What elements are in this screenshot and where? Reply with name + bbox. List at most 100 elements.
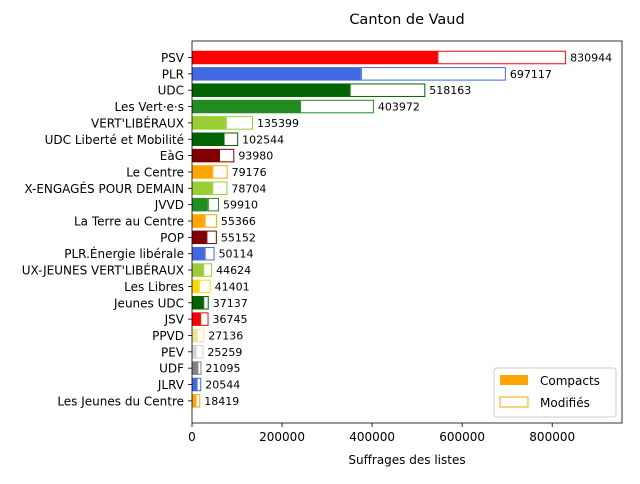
bar-compact-9 — [192, 197, 208, 212]
bar-compact-4 — [192, 116, 226, 130]
y-tick-label-6: EàG — [160, 149, 184, 163]
y-tick-label-2: UDC — [158, 84, 184, 98]
bar-modified-6 — [219, 148, 235, 163]
bar-compact-10 — [192, 214, 205, 228]
value-label-21: 18419 — [204, 395, 239, 408]
y-tick-label-19: UDF — [159, 362, 184, 376]
bar-compact-13 — [192, 263, 204, 277]
value-label-2: 518163 — [429, 84, 471, 97]
bar-modified-18 — [195, 345, 204, 359]
y-tick-label-1: PLR — [162, 67, 184, 81]
y-tick-label-20: JLRV — [157, 378, 185, 392]
bar-compact-1 — [192, 67, 361, 81]
x-tick-label-4: 800000 — [529, 430, 575, 444]
bar-modified-17 — [196, 328, 205, 343]
bar-modified-10 — [204, 214, 217, 228]
x-tick-label-2: 400000 — [349, 430, 395, 444]
y-tick-label-7: Le Centre — [126, 165, 184, 179]
bar-modified-9 — [207, 197, 219, 212]
value-label-1: 697117 — [510, 68, 552, 81]
bar-compact-3 — [192, 99, 301, 114]
value-label-14: 41401 — [215, 280, 250, 293]
value-label-20: 20544 — [205, 379, 240, 392]
y-tick-label-0: PSV — [161, 51, 185, 65]
legend-label-modifies: Modifiés — [540, 396, 590, 410]
value-label-19: 21095 — [205, 362, 240, 375]
y-tick-label-14: Les Libres — [124, 280, 184, 294]
x-tick-label-0: 0 — [188, 430, 196, 444]
value-label-8: 78704 — [231, 182, 266, 195]
value-label-5: 102544 — [242, 133, 284, 146]
bar-compact-20 — [192, 377, 197, 392]
bar-compact-14 — [192, 279, 199, 294]
bar-modified-15 — [203, 296, 209, 310]
y-tick-label-9: JVVD — [154, 198, 184, 212]
value-label-10: 55366 — [221, 215, 256, 228]
bar-modified-4 — [225, 116, 253, 130]
y-tick-label-3: Les Vert·e·s — [115, 100, 185, 114]
legend-label-compacts: Compacts — [540, 374, 600, 388]
legend-swatch-modifies — [499, 396, 529, 408]
bar-compact-21 — [192, 394, 196, 408]
bar-modified-14 — [198, 279, 211, 294]
x-axis-label: Suffrages des listes — [348, 453, 465, 467]
bar-modified-5 — [223, 132, 239, 146]
bar-compact-17 — [192, 328, 197, 343]
bar-compact-16 — [192, 312, 201, 326]
chart-title: Canton de Vaud — [349, 12, 464, 28]
bars-layer — [192, 50, 567, 408]
x-tick-label-1: 200000 — [259, 430, 305, 444]
bar-compact-18 — [192, 345, 196, 359]
bar-modified-11 — [206, 230, 217, 245]
bar-compact-19 — [192, 361, 198, 375]
bar-modified-0 — [437, 50, 567, 65]
y-tick-label-18: PEV — [161, 345, 185, 359]
value-label-4: 135399 — [257, 117, 299, 130]
y-tick-label-8: X-ENGAGÉS POUR DEMAIN — [24, 181, 184, 196]
y-tick-label-12: PLR.Énergie libérale — [64, 246, 184, 261]
value-label-13: 44624 — [216, 264, 251, 277]
value-label-12: 50114 — [219, 248, 254, 261]
y-tick-label-11: POP — [160, 231, 184, 245]
value-label-7: 79176 — [232, 166, 267, 179]
value-label-11: 55152 — [221, 231, 256, 244]
bar-modified-12 — [204, 246, 215, 261]
value-label-17: 27136 — [208, 329, 243, 342]
plot-frame — [191, 40, 623, 424]
bar-modified-19 — [197, 361, 202, 375]
bar-modified-3 — [300, 99, 374, 114]
y-tick-label-5: UDC Liberté et Mobilité — [45, 133, 184, 147]
y-tick-label-15: Jeunes UDC — [113, 296, 184, 310]
value-label-18: 25259 — [207, 346, 242, 359]
bar-modified-21 — [195, 394, 201, 408]
x-axis-ticks: 0 200000 400000 600000 800000 — [188, 423, 575, 444]
value-label-16: 36745 — [213, 313, 248, 326]
y-tick-label-21: Les Jeunes du Centre — [57, 394, 184, 408]
value-label-6: 93980 — [238, 150, 273, 163]
bar-modified-7 — [212, 165, 228, 179]
bar-compact-8 — [192, 181, 213, 196]
y-tick-label-17: PPVD — [152, 329, 184, 343]
bar-modified-8 — [212, 181, 228, 196]
bar-modified-13 — [203, 263, 213, 277]
value-label-3: 403972 — [378, 101, 420, 114]
value-labels: 830944 697117 518163 403972 135399 102544 9398… — [204, 52, 612, 408]
legend: Compacts Modifiés — [493, 367, 617, 418]
value-label-9: 59910 — [223, 199, 258, 212]
bar-modified-16 — [200, 312, 209, 326]
bar-compact-2 — [192, 83, 350, 97]
y-tick-label-10: La Terre au Centre — [74, 215, 184, 229]
x-tick-label-3: 600000 — [439, 430, 485, 444]
bar-compact-5 — [192, 132, 224, 146]
y-tick-label-4: VERT'LIBÉRAUX — [91, 115, 184, 130]
y-tick-label-16: JSV — [164, 313, 185, 327]
bar-compact-6 — [192, 148, 220, 163]
bar-compact-7 — [192, 165, 213, 179]
bar-modified-20 — [196, 377, 202, 392]
y-tick-label-13: UX-JEUNES VERT'LIBÉRAUX — [22, 263, 184, 278]
bar-compact-0 — [192, 50, 438, 65]
legend-swatch-compacts — [500, 375, 528, 385]
